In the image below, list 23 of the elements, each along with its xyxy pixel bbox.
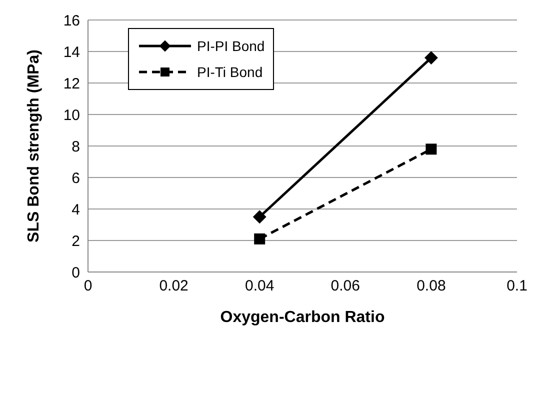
x-tick-label: 0.1 xyxy=(506,278,528,295)
y-tick-label: 12 xyxy=(63,75,80,92)
x-tick-label: 0.08 xyxy=(416,278,446,295)
y-axis-title: SLS Bond strength (MPa) xyxy=(26,50,43,242)
legend-label: PI-Ti Bond xyxy=(197,64,263,80)
x-tick-label: 0.06 xyxy=(330,278,360,295)
y-tick-label: 10 xyxy=(63,106,80,124)
y-tick-label: 16 xyxy=(63,12,80,30)
point xyxy=(424,51,438,64)
y-tick-label: 0 xyxy=(72,264,80,282)
legend-label: PI-PI Bond xyxy=(197,38,265,54)
y-tick-label: 2 xyxy=(72,232,80,250)
x-axis-title: Oxygen-Carbon Ratio xyxy=(220,309,385,326)
y-tick-label: 6 xyxy=(72,170,80,187)
y-tick-label: 4 xyxy=(72,201,80,218)
x-tick-label: 0 xyxy=(84,278,92,295)
point xyxy=(254,233,266,244)
x-tick-label: 0.04 xyxy=(245,278,274,295)
y-tick-label: 8 xyxy=(72,138,80,156)
x-tick-label: 0.02 xyxy=(159,278,188,295)
point xyxy=(253,210,266,224)
y-tick-label: 14 xyxy=(63,44,80,61)
point xyxy=(426,144,437,155)
